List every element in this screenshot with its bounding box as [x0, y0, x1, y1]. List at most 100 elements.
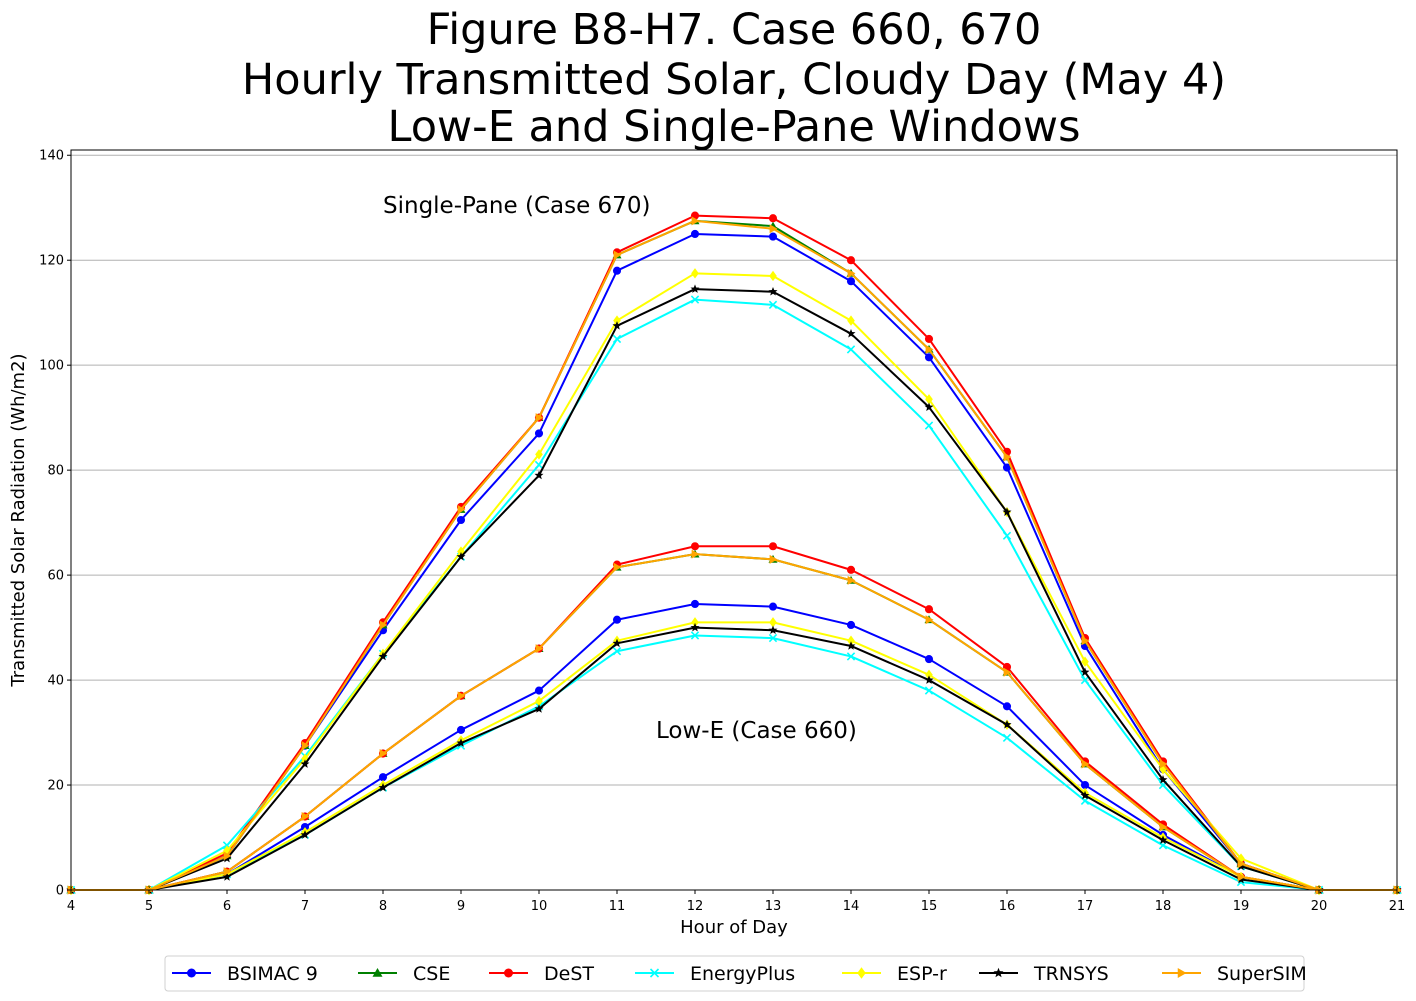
annotation: Low-E (Case 660)	[656, 718, 857, 744]
legend-label: ESP-r	[897, 963, 947, 985]
series-line	[71, 298, 1397, 891]
data-point	[223, 851, 232, 861]
data-point	[379, 749, 388, 759]
data-point	[378, 782, 388, 792]
x-tick-label: 8	[379, 899, 387, 914]
data-point	[925, 615, 934, 625]
data-point	[612, 334, 622, 344]
y-tick-label: 80	[47, 464, 64, 479]
data-point	[924, 402, 934, 411]
x-tick-label: 12	[687, 899, 704, 914]
legend-marker	[649, 968, 660, 978]
legend-label: DeST	[544, 963, 594, 985]
x-tick-label: 9	[457, 899, 465, 914]
x-tick-label: 4	[67, 899, 75, 914]
data-point	[847, 575, 856, 585]
data-point	[1002, 507, 1012, 516]
x-tick-label: 20	[1311, 899, 1328, 914]
data-point	[300, 759, 310, 768]
series-line	[71, 214, 1397, 891]
series-line	[71, 288, 1397, 891]
y-axis-label: Transmitted Solar Radiation (Wh/m2)	[8, 353, 29, 687]
series-line	[71, 621, 1397, 891]
data-point	[535, 413, 544, 423]
data-point	[1158, 775, 1168, 784]
data-point	[1237, 859, 1246, 869]
data-point	[223, 867, 232, 877]
data-point	[1080, 780, 1090, 790]
data-point	[457, 691, 466, 701]
data-point	[690, 229, 700, 239]
data-point	[769, 554, 778, 564]
legend-label: TRNSYS	[1033, 963, 1109, 985]
data-point	[691, 216, 700, 226]
y-tick-label: 140	[39, 149, 64, 164]
data-point	[925, 394, 933, 405]
data-point	[847, 315, 855, 326]
data-point	[925, 669, 933, 680]
series-line	[71, 219, 1397, 891]
data-point	[690, 631, 700, 640]
series-bsimac-9-single-pane	[66, 229, 1402, 895]
grid	[71, 154, 1397, 891]
x-tick-label: 13	[765, 899, 782, 914]
series-dest-single-pane	[66, 211, 1402, 895]
data-point	[1158, 835, 1168, 844]
data-point	[1080, 675, 1090, 685]
data-point	[378, 651, 388, 661]
series-line	[71, 272, 1397, 891]
x-tick-label: 7	[301, 899, 309, 914]
data-point	[924, 334, 934, 343]
y-tick-label: 120	[39, 254, 64, 269]
y-tick-label: 60	[47, 569, 64, 584]
series-line	[71, 219, 1397, 891]
x-tick-label: 5	[145, 899, 153, 914]
data-point	[457, 546, 465, 557]
data-point	[456, 725, 466, 734]
legend-item: BSIMAC 9	[172, 963, 318, 985]
title-line-3: Low-E and Single-Pane Windows	[388, 102, 1081, 152]
data-point	[456, 552, 466, 561]
data-point	[690, 542, 700, 551]
data-point	[924, 655, 934, 664]
data-point	[1002, 733, 1012, 742]
legend-item: CSE	[358, 963, 450, 985]
data-point	[1080, 667, 1090, 677]
x-tick-label: 18	[1155, 899, 1172, 914]
legend-item: DeST	[489, 963, 594, 985]
data-point	[301, 812, 310, 822]
data-point	[535, 644, 544, 654]
data-point	[1237, 853, 1245, 864]
data-point	[1159, 759, 1168, 769]
legend-marker	[187, 968, 196, 978]
legend-marker	[1177, 968, 1187, 978]
data-point	[223, 845, 231, 856]
legend-label: BSIMAC 9	[227, 963, 318, 985]
data-point	[1237, 872, 1246, 882]
data-point	[1003, 667, 1012, 677]
data-point	[846, 652, 856, 661]
legend-label: EnergyPlus	[690, 963, 795, 985]
data-point	[1002, 719, 1012, 729]
data-point	[1159, 764, 1167, 775]
data-series	[66, 211, 1402, 896]
data-point	[613, 315, 621, 326]
data-point	[1159, 822, 1168, 832]
plot-frame	[70, 149, 1398, 891]
data-point	[769, 224, 778, 234]
legend-frame	[164, 955, 1305, 992]
axes: 0 20 40 60 80 100 120 140 4 5 6 7 8 9 10 11 12 13 14 15 16 17…	[39, 149, 1405, 914]
series-line	[71, 553, 1397, 891]
data-point	[924, 605, 934, 614]
series-esp-r-single-pane	[67, 268, 1401, 896]
legend-marker	[993, 967, 1004, 978]
data-point	[457, 505, 466, 515]
data-point	[612, 615, 622, 624]
data-point	[846, 620, 856, 630]
series-cse-single-pane	[66, 216, 1402, 894]
data-point	[300, 830, 310, 839]
data-point	[924, 675, 934, 684]
title-line-2: Hourly Transmitted Solar, Cloudy Day (Ma…	[242, 55, 1226, 105]
data-point	[1158, 841, 1168, 850]
